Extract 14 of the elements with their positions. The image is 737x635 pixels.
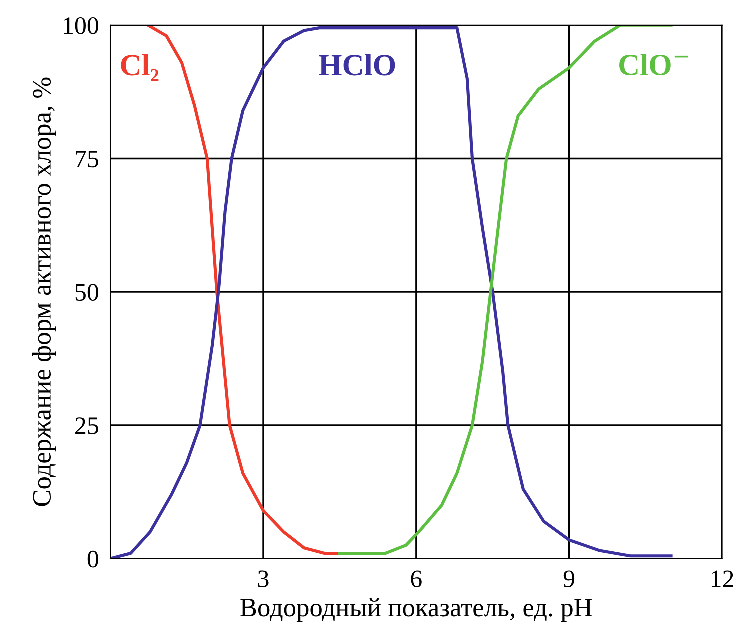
y-axis-title: Содержание форм активного хлора, % bbox=[32, 78, 56, 506]
y-tick-label: 50 bbox=[76, 284, 98, 302]
y-tick-label: 25 bbox=[76, 418, 98, 434]
x-tick-label: 12 bbox=[712, 570, 734, 588]
x-tick-label: 9 bbox=[564, 570, 575, 588]
y-tick-label: 100 bbox=[64, 17, 98, 34]
x-tick-label: 6 bbox=[411, 570, 422, 588]
y-tick-label: 75 bbox=[76, 151, 98, 168]
series-label: ClO$^{−}$ bbox=[620, 54, 688, 76]
x-tick-label: 3 bbox=[258, 570, 269, 588]
x-axis-title: Водородный показатель, ед. pH bbox=[240, 598, 592, 622]
series-label: HClO bbox=[319, 54, 396, 76]
series-label: Cl₂ bbox=[121, 54, 159, 82]
y-tick-label: 0 bbox=[88, 550, 98, 568]
